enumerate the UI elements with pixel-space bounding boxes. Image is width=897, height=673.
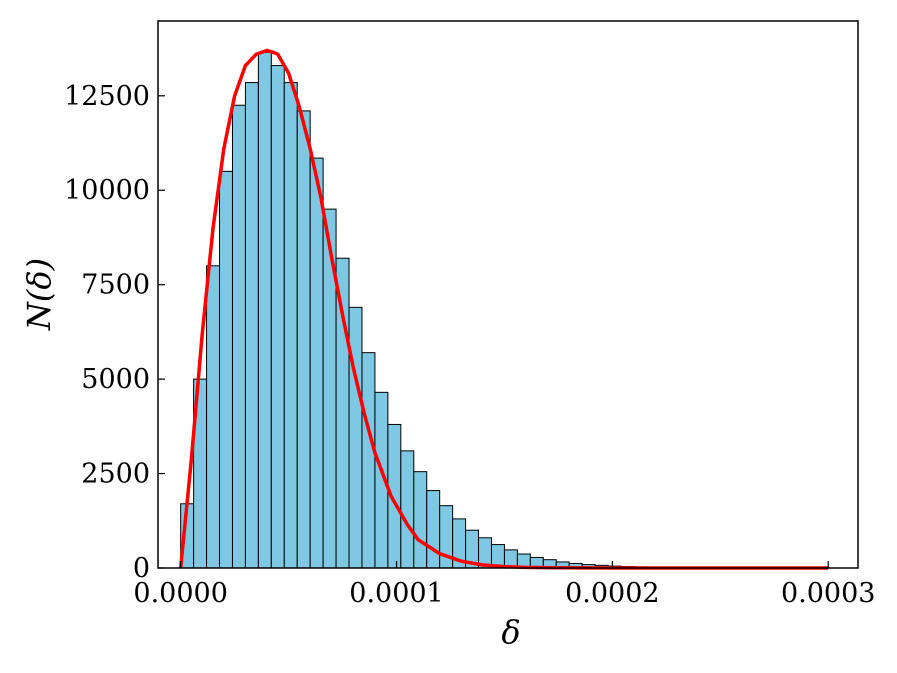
fit-curve-line — [178, 48, 829, 570]
y-tick-label: 2500 — [81, 459, 150, 490]
y-tick-label: 10000 — [64, 175, 150, 206]
y-tick-label: 0 — [133, 553, 150, 584]
histogram-bar — [231, 104, 246, 569]
bars-layer — [180, 51, 829, 569]
histogram-bar — [309, 157, 324, 569]
histogram-bar — [257, 51, 272, 569]
histogram-bar — [296, 110, 311, 569]
x-tick-label: 0.0002 — [565, 578, 659, 609]
y-tick-label: 5000 — [81, 364, 150, 395]
histogram-bar — [426, 490, 441, 569]
histogram-bar — [219, 170, 233, 569]
histogram-bar — [413, 471, 428, 569]
histogram-bar — [400, 450, 415, 569]
histogram-bar — [335, 257, 350, 569]
x-tick-label: 0.0003 — [781, 578, 875, 609]
histogram-bar — [361, 352, 376, 569]
x-axis-label: δ — [501, 613, 520, 651]
histogram-bar — [283, 82, 298, 569]
histogram-bar — [206, 265, 221, 569]
ticks-layer: 0.0000 0.0001 0.0002 0.0003 0 2500 5000 7500 100… — [64, 81, 875, 609]
histogram-bar — [244, 82, 259, 569]
x-tick-label: 0.0001 — [349, 578, 443, 609]
plot-frame — [157, 20, 859, 569]
histogram-bar — [348, 306, 363, 569]
histogram-bar — [270, 65, 285, 569]
y-tick-label: 7500 — [81, 270, 150, 301]
x-tick-label: 0.0000 — [133, 578, 227, 609]
y-axis-label: N(δ) — [20, 258, 58, 331]
y-tick-label: 12500 — [64, 81, 150, 112]
